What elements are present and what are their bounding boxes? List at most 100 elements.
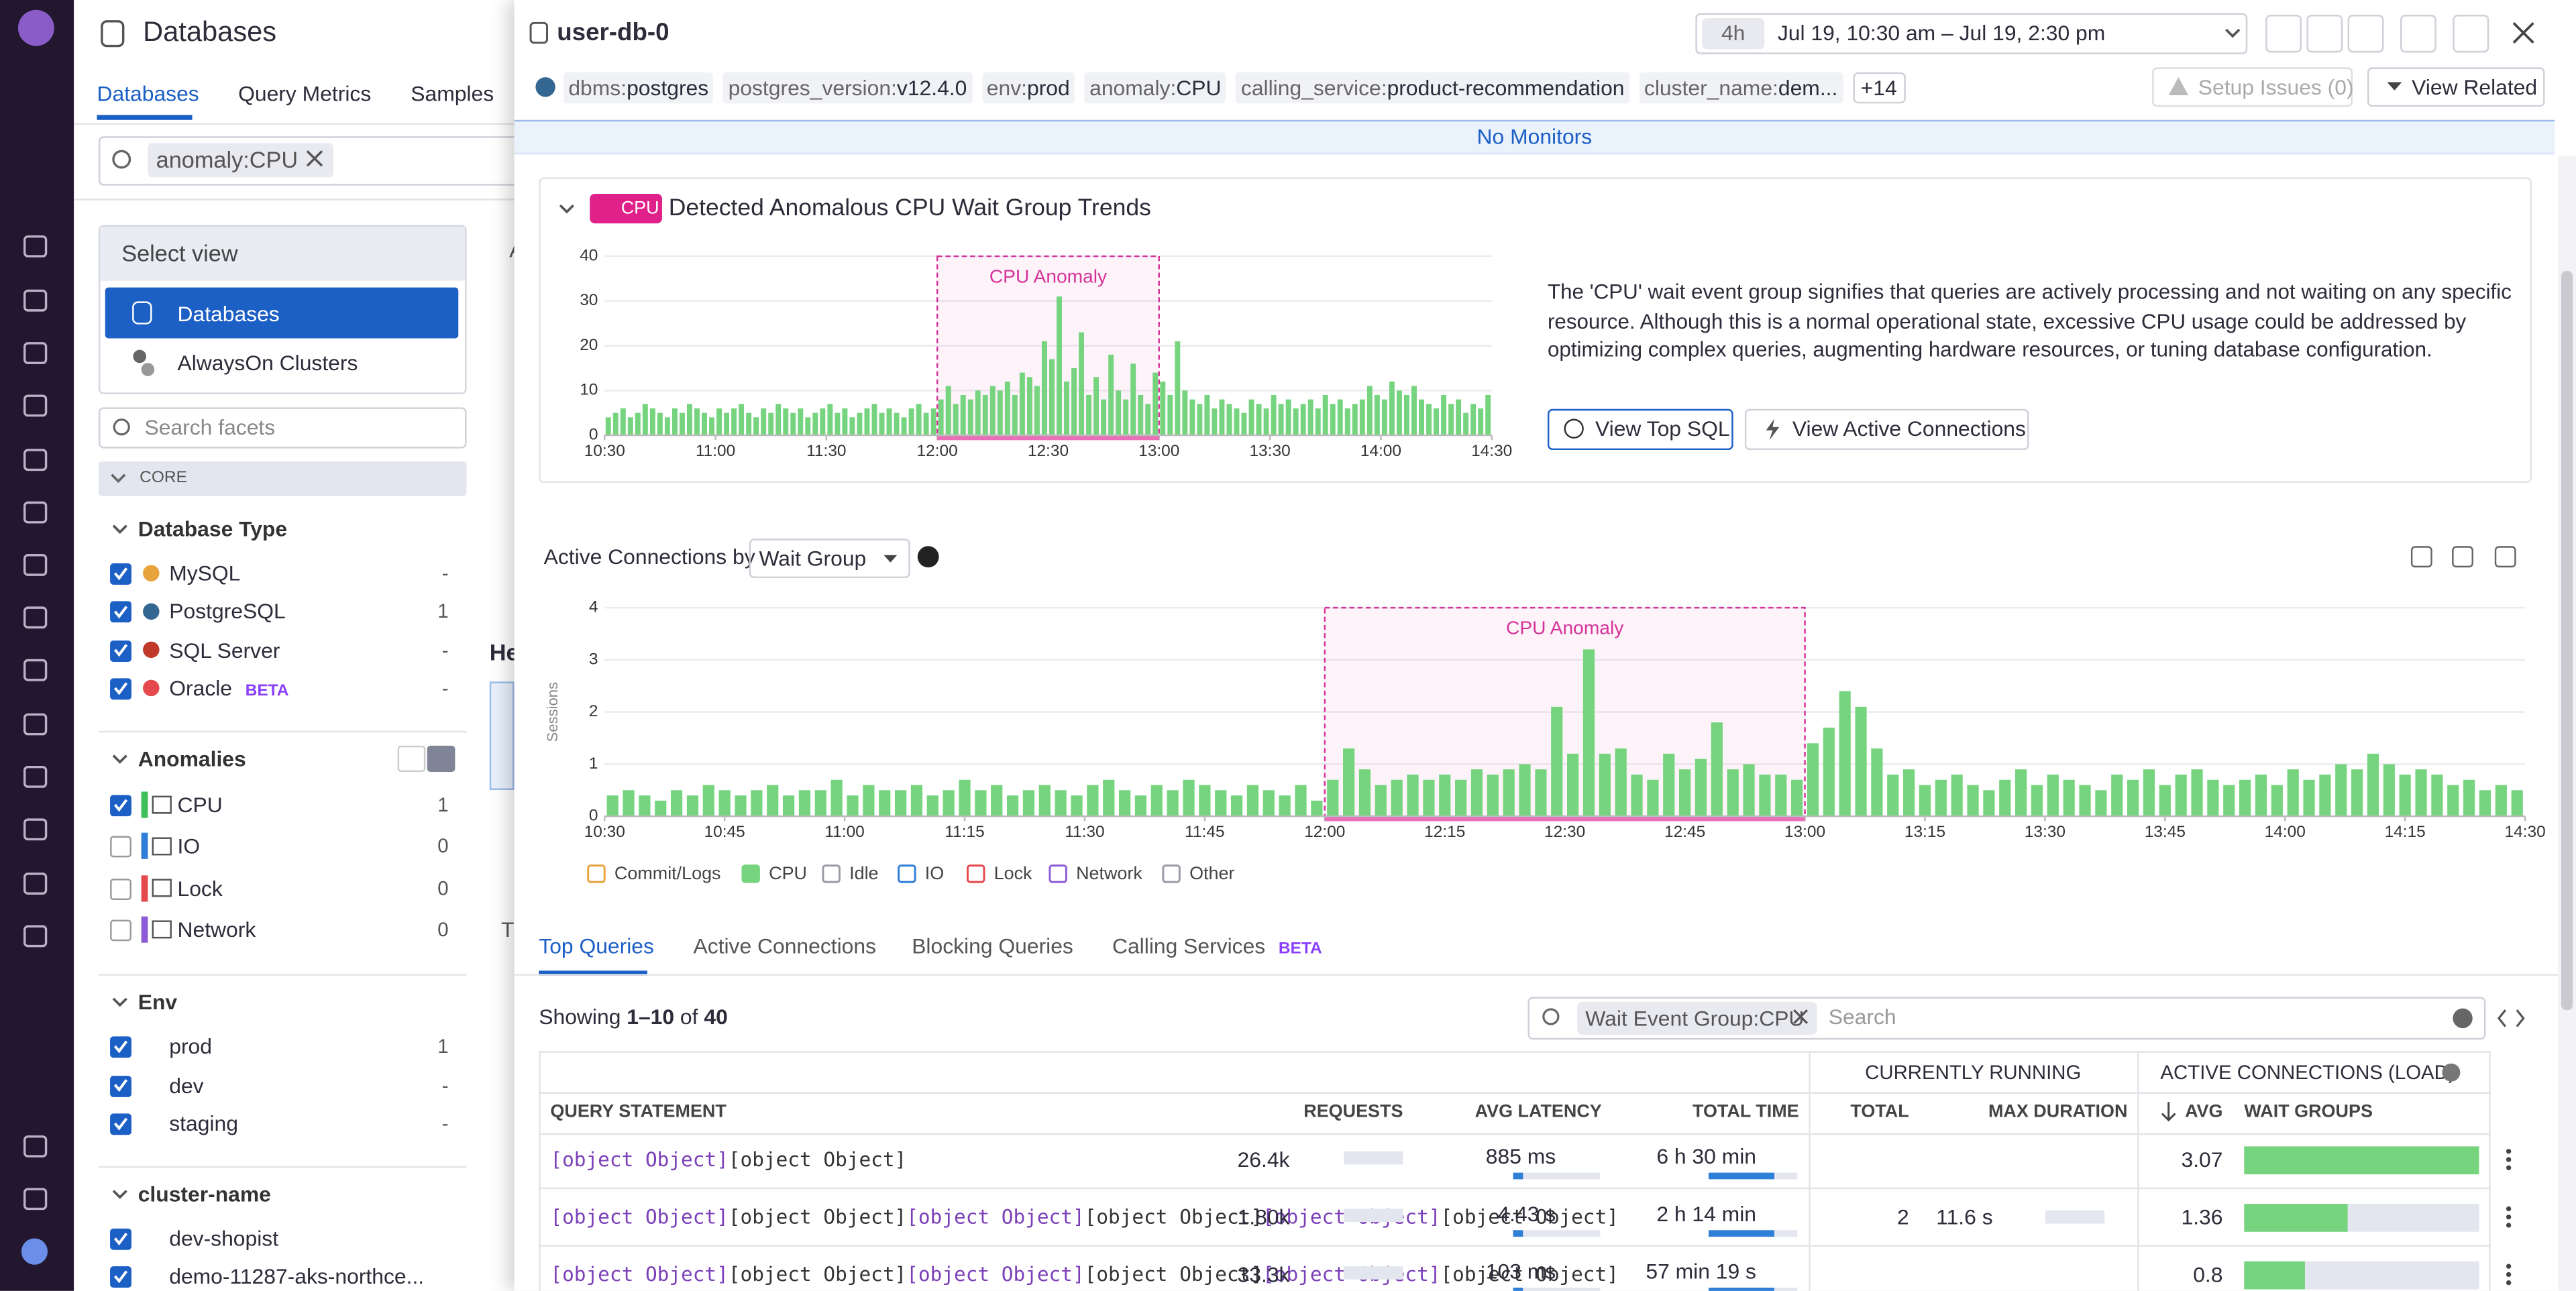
checkbox[interactable]	[110, 836, 131, 858]
tab[interactable]: Samples	[411, 81, 494, 106]
tab[interactable]: Calling Services BETA	[1112, 934, 1322, 958]
placeholder: Search facets	[144, 414, 276, 440]
query-token: [object Object]	[550, 1147, 729, 1172]
row-divider	[539, 1245, 2491, 1247]
row-divider	[539, 1133, 2491, 1135]
button-label: View Related	[2412, 74, 2538, 100]
button[interactable]	[2367, 67, 2545, 107]
mini-bar	[1344, 1209, 1403, 1223]
clear-btn[interactable]	[427, 745, 455, 773]
query-token: [object Object]	[906, 1263, 1085, 1286]
tab[interactable]: Active Connections	[693, 934, 877, 958]
tag[interactable]: env:prod	[981, 71, 1075, 103]
group-header: CURRENTLY RUNNING	[1865, 1061, 2082, 1084]
view-item[interactable]: Databases	[177, 301, 280, 327]
divider	[74, 123, 515, 125]
checkbox[interactable]	[110, 1036, 131, 1058]
time-button[interactable]	[2400, 15, 2436, 53]
time-button[interactable]	[2306, 15, 2343, 53]
query-statement[interactable]: [object Object][object Object][object Ob…	[550, 1206, 1618, 1229]
mini-bar	[1513, 1172, 1601, 1180]
button[interactable]	[1744, 408, 2029, 451]
view-selected[interactable]	[105, 287, 459, 339]
column-header[interactable]: TOTAL TIME	[1693, 1102, 1799, 1122]
view-item[interactable]: AlwaysOn Clusters	[177, 350, 358, 376]
banner-text[interactable]: No Monitors	[1477, 123, 1593, 149]
checkbox[interactable]	[110, 678, 131, 700]
checkbox[interactable]	[110, 640, 131, 661]
time-button[interactable]	[2347, 15, 2384, 53]
column-header[interactable]: AVG LATENCY	[1474, 1102, 1602, 1122]
avg-load: 3.07	[2181, 1147, 2223, 1172]
checkbox[interactable]	[110, 1228, 131, 1250]
mini-bar	[1513, 1288, 1601, 1291]
facet-label: prod	[169, 1033, 212, 1059]
button-label: Setup Issues (0)	[2198, 74, 2354, 100]
checkbox[interactable]	[110, 1113, 131, 1135]
column-header[interactable]: TOTAL	[1850, 1102, 1909, 1122]
facet-label: dev-shopist	[169, 1226, 279, 1251]
query-token: [object Object]	[1084, 1263, 1263, 1286]
tag[interactable]: dbms:postgres	[564, 71, 714, 103]
button[interactable]	[1547, 408, 1733, 451]
tag[interactable]: calling_service:product-recommendation	[1236, 71, 1629, 103]
table	[539, 1051, 2491, 1291]
tab-underline	[539, 970, 647, 976]
facet-label: Lock	[177, 875, 223, 901]
tag[interactable]: cluster_name:dem...	[1639, 71, 1843, 103]
query-token: [object Object]	[1440, 1263, 1619, 1286]
facet-label: PostgreSQL	[169, 599, 286, 624]
tag[interactable]: anomaly:CPU	[1084, 71, 1226, 103]
tab[interactable]: Top Queries	[539, 934, 654, 958]
select[interactable]	[749, 539, 910, 579]
checkbox[interactable]	[110, 878, 131, 900]
checkbox[interactable]	[110, 563, 131, 585]
column-header[interactable]: WAIT GROUPS	[2244, 1102, 2373, 1122]
group-title: Anomalies	[138, 746, 246, 771]
avg-latency: 885 ms	[1485, 1143, 1556, 1169]
tag-value: CPU	[1176, 74, 1222, 100]
fragment: He	[489, 638, 519, 665]
mini-bar	[2045, 1210, 2105, 1224]
select-value: Wait Group	[759, 546, 867, 571]
tag[interactable]: postgres_version:v12.4.0	[723, 71, 972, 103]
total-time: 2 h 14 min	[1656, 1201, 1756, 1227]
column-header[interactable]: MAX DURATION	[1988, 1102, 2128, 1122]
time-button[interactable]	[2265, 15, 2302, 53]
tab[interactable]: Query Metrics	[238, 81, 372, 106]
checkbox[interactable]	[110, 919, 131, 942]
time-picker[interactable]	[1695, 13, 2248, 54]
checkbox[interactable]	[110, 1074, 131, 1097]
requests: 1.80k	[1237, 1204, 1290, 1230]
row-divider	[539, 1187, 2491, 1190]
query-statement[interactable]: [object Object][object Object]	[550, 1148, 906, 1171]
query-search[interactable]	[1527, 997, 2486, 1040]
col-divider	[1809, 1051, 1811, 1291]
facet-label: IO	[177, 834, 201, 859]
showing-part: 1–10	[627, 1004, 675, 1029]
mini-bar-fill	[1513, 1230, 1523, 1237]
checkbox[interactable]	[110, 1266, 131, 1288]
query-statement[interactable]: [object Object][object Object][object Ob…	[550, 1263, 1618, 1286]
mini-bar-fill	[1708, 1288, 1774, 1291]
tag-key: dbms:	[568, 74, 627, 100]
tab[interactable]: Databases	[97, 81, 199, 106]
filter-btn[interactable]	[397, 745, 426, 773]
checkbox[interactable]	[110, 602, 131, 623]
mini-bar-fill	[1708, 1230, 1774, 1237]
row-divider	[539, 1092, 2491, 1094]
tab[interactable]: Blocking Queries	[912, 934, 1073, 958]
time-button[interactable]	[2453, 15, 2489, 53]
section-label: CORE	[140, 469, 187, 488]
checkbox[interactable]	[110, 795, 131, 817]
column-header[interactable]: QUERY STATEMENT	[550, 1102, 727, 1122]
column-header[interactable]: AVG	[2185, 1102, 2223, 1122]
facet-search[interactable]	[98, 407, 467, 449]
button[interactable]	[2152, 67, 2353, 107]
button-label: View Active Connections	[1792, 416, 2026, 441]
wait-group-bar	[2244, 1261, 2306, 1290]
column-header[interactable]: REQUESTS	[1303, 1102, 1403, 1122]
anomaly-card	[539, 177, 2532, 484]
more-tags[interactable]: +14	[1852, 71, 1905, 103]
divider	[98, 730, 467, 733]
